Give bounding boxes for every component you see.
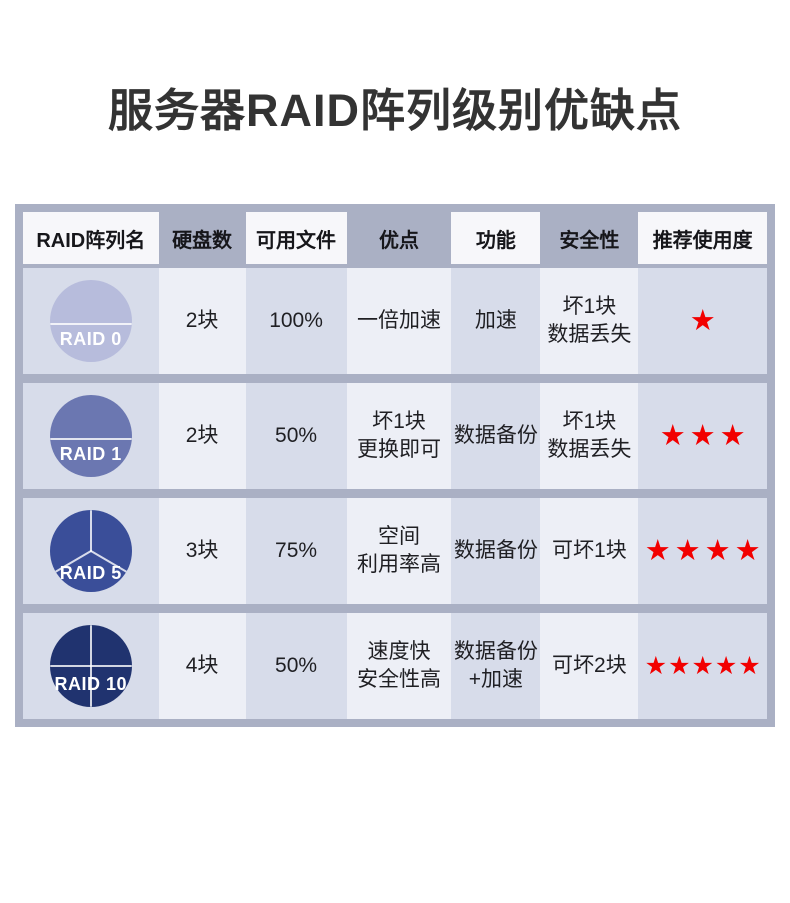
raid-name-cell: RAID 5	[23, 498, 159, 604]
function-cell-line: 数据备份	[453, 640, 538, 664]
table-body: RAID 0 2块 100% 一倍加速 加速 坏1块 数据丢失 ★ RAID 1 2块 50% 坏1…	[23, 268, 767, 719]
rating-cell: ★★★	[638, 383, 767, 489]
raid-disk-icon: RAID 0	[49, 279, 133, 363]
disk-count-cell-line: 4块	[185, 654, 219, 678]
page-title: 服务器RAID阵列级别优缺点	[108, 85, 682, 136]
usable-files-cell: 100%	[245, 268, 347, 374]
safety-cell-line: 数据丢失	[547, 323, 632, 346]
advantage-cell: 空间 利用率高	[346, 498, 452, 604]
rating-cell: ★★★★★	[638, 613, 767, 719]
column-header-advantage: 优点	[378, 229, 419, 252]
raid-name-cell: RAID 0	[23, 268, 159, 374]
advantage-cell: 速度快 安全性高	[346, 613, 452, 719]
safety-cell: 可坏2块	[540, 613, 639, 719]
disk-count-cell-line: 2块	[185, 424, 219, 448]
function-cell-line: +加速	[468, 668, 524, 691]
advantage-cell: 一倍加速	[346, 268, 452, 374]
advantage-cell-line: 安全性高	[356, 668, 441, 691]
raid-disk-icon: RAID 10	[49, 624, 133, 708]
usable-files-cell: 50%	[245, 383, 347, 489]
disk-count-cell: 4块	[158, 613, 246, 719]
advantage-cell-line: 坏1块	[372, 410, 426, 434]
disk-count-cell: 2块	[158, 268, 246, 374]
raid-name-cell: RAID 1	[23, 383, 159, 489]
usable-files-cell: 50%	[245, 613, 347, 719]
usable-files-cell-line: 100%	[269, 309, 323, 333]
column-header-disk-count: 硬盘数	[172, 229, 233, 252]
usable-files-cell: 75%	[245, 498, 347, 604]
safety-cell-line: 可坏2块	[552, 654, 627, 678]
column-header-function: 功能	[451, 212, 541, 264]
raid-disk-icon: RAID 5	[49, 509, 133, 593]
safety-cell: 坏1块数据丢失	[540, 268, 639, 374]
function-cell: 数据备份 +加速	[451, 613, 541, 719]
table-header-row: RAID阵列名 硬盘数 可用文件 优点 功能 安全性 推荐使用度	[23, 212, 767, 264]
advantage-cell-line: 更换即可	[356, 438, 441, 461]
raid-name-cell: RAID 10	[23, 613, 159, 719]
rating-stars: ★★★★	[644, 534, 765, 567]
advantage-cell-line: 一倍加速	[356, 309, 441, 333]
raid-comparison-table: RAID阵列名 硬盘数 可用文件 优点 功能 安全性 推荐使用度 RAID 0 2块 100% 一…	[15, 204, 775, 727]
rating-stars: ★	[689, 304, 720, 337]
raid-label: RAID 1	[59, 444, 122, 464]
column-header-usable-files: 可用文件	[245, 212, 347, 264]
advantage-cell-line: 空间	[377, 525, 420, 549]
column-header-safety: 安全性	[559, 229, 620, 252]
raid-label: RAID 10	[54, 674, 128, 694]
raid-label: RAID 0	[59, 329, 122, 349]
table-row-raid-5: RAID 5 3块 75% 空间利用率高 数据备份 可坏1块 ★★★★	[23, 498, 767, 604]
function-cell: 数据备份	[451, 498, 541, 604]
disk-count-cell: 2块	[158, 383, 246, 489]
function-cell: 数据备份	[451, 383, 541, 489]
rating-stars: ★★★★★	[644, 651, 762, 680]
column-header-rating: 推荐使用度	[638, 212, 767, 264]
safety-cell: 可坏1块	[540, 498, 639, 604]
function-cell: 加速	[451, 268, 541, 374]
safety-cell-line: 坏1块	[562, 410, 617, 434]
safety-cell-line: 数据丢失	[547, 438, 632, 461]
table-row-raid-10: RAID 10 4块 50% 速度快安全性高 数据备份 +加速 可坏2块 ★★★★★	[23, 613, 767, 719]
rating-cell: ★★★★	[638, 498, 767, 604]
advantage-cell: 坏1块更换即可	[346, 383, 452, 489]
raid-label: RAID 5	[59, 563, 122, 583]
function-cell-line: 数据备份	[453, 424, 538, 448]
usable-files-cell-line: 50%	[275, 424, 318, 448]
rating-stars: ★★★	[659, 419, 750, 452]
advantage-cell-line: 速度快	[367, 640, 431, 664]
function-cell-line: 数据备份	[453, 539, 538, 563]
usable-files-cell-line: 75%	[275, 539, 318, 563]
disk-count-cell-line: 2块	[185, 309, 219, 333]
rating-cell: ★	[638, 268, 767, 374]
safety-cell-line: 可坏1块	[552, 539, 627, 563]
safety-cell: 坏1块数据丢失	[540, 383, 639, 489]
function-cell-line: 加速	[474, 309, 517, 333]
raid-disk-icon: RAID 1	[49, 394, 133, 478]
safety-cell-line: 坏1块	[562, 295, 617, 319]
table-row-raid-1: RAID 1 2块 50% 坏1块 更换即可 数据备份 坏1块 数据丢失 ★★★	[23, 383, 767, 489]
disk-count-cell: 3块	[158, 498, 246, 604]
table-row-raid-0: RAID 0 2块 100% 一倍加速 加速 坏1块 数据丢失 ★	[23, 268, 767, 374]
usable-files-cell-line: 50%	[275, 654, 318, 678]
column-header-raid-name: RAID阵列名	[23, 212, 159, 264]
disk-count-cell-line: 3块	[185, 539, 219, 563]
advantage-cell-line: 利用率高	[356, 553, 441, 576]
